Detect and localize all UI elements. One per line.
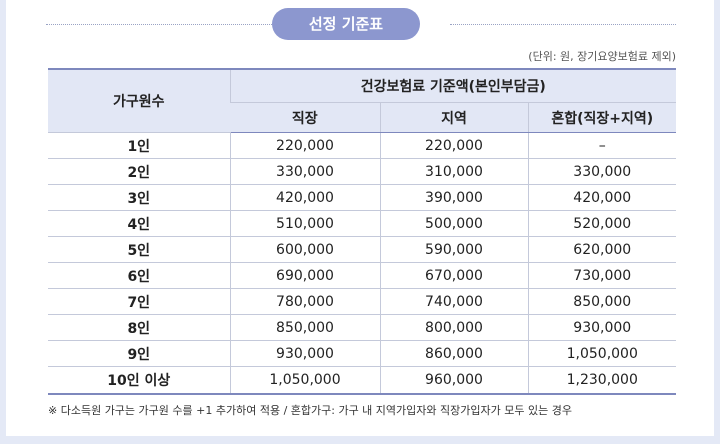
workplace-value-cell: 930,000 [229,340,380,367]
regional-value-cell: 740,000 [379,288,528,315]
regional-value-cell: 800,000 [379,314,528,341]
table-row: 1인 220,000 220,000 – [48,132,676,159]
criteria-table: 가구원수 건강보험료 기준액(본인부담금) 직장 지역 혼합(직장+지역) 1인… [48,68,676,395]
mixed-value-cell: – [527,132,676,159]
regional-value-cell: 310,000 [379,158,528,185]
unit-note: (단위: 원, 장기요양보험료 제외) [528,50,676,63]
workplace-value-cell: 850,000 [229,314,380,341]
household-size-cell: 4인 [48,210,230,237]
regional-value-cell: 670,000 [379,262,528,289]
title-row: 선정 기준표 [6,8,714,40]
column-header-workplace: 직장 [230,102,380,133]
household-size-header: 가구원수 [48,68,230,133]
mixed-value-cell: 1,050,000 [527,340,676,367]
household-size-cell: 9인 [48,340,230,367]
workplace-value-cell: 510,000 [229,210,380,237]
regional-value-cell: 860,000 [379,340,528,367]
table-row: 8인 850,000 800,000 930,000 [48,314,676,341]
household-size-cell: 7인 [48,288,230,315]
mixed-value-cell: 850,000 [527,288,676,315]
household-size-cell: 8인 [48,314,230,341]
table-row: 10인 이상 1,050,000 960,000 1,230,000 [48,366,676,395]
table-row: 4인 510,000 500,000 520,000 [48,210,676,237]
household-size-cell: 6인 [48,262,230,289]
mixed-value-cell: 1,230,000 [527,366,676,395]
regional-value-cell: 220,000 [379,132,528,159]
workplace-value-cell: 600,000 [229,236,380,263]
mixed-value-cell: 330,000 [527,158,676,185]
regional-value-cell: 960,000 [379,366,528,395]
household-size-cell: 1인 [48,132,230,159]
table-row: 6인 690,000 670,000 730,000 [48,262,676,289]
title-divider-right [450,24,676,25]
workplace-value-cell: 780,000 [229,288,380,315]
column-header-mixed: 혼합(직장+지역) [527,102,676,133]
title-divider-left [46,24,272,25]
content-card: 선정 기준표 (단위: 원, 장기요양보험료 제외) 가구원수 건강보험료 기준… [6,0,714,436]
table-row: 5인 600,000 590,000 620,000 [48,236,676,263]
regional-value-cell: 500,000 [379,210,528,237]
workplace-value-cell: 330,000 [229,158,380,185]
regional-value-cell: 390,000 [379,184,528,211]
household-size-cell: 2인 [48,158,230,185]
table-row: 3인 420,000 390,000 420,000 [48,184,676,211]
mixed-value-cell: 520,000 [527,210,676,237]
footnote: ※ 다소득원 가구는 가구원 수를 +1 추가하여 적용 / 혼합가구: 가구 … [48,404,572,417]
table-row: 2인 330,000 310,000 330,000 [48,158,676,185]
table-row: 9인 930,000 860,000 1,050,000 [48,340,676,367]
workplace-value-cell: 220,000 [229,132,380,159]
mixed-value-cell: 730,000 [527,262,676,289]
mixed-value-cell: 930,000 [527,314,676,341]
page-title: 선정 기준표 [272,8,420,40]
household-size-cell: 5인 [48,236,230,263]
workplace-value-cell: 690,000 [229,262,380,289]
table-row: 7인 780,000 740,000 850,000 [48,288,676,315]
mixed-value-cell: 620,000 [527,236,676,263]
workplace-value-cell: 1,050,000 [229,366,380,395]
mixed-value-cell: 420,000 [527,184,676,211]
household-size-cell: 10인 이상 [48,366,230,395]
premium-group-header: 건강보험료 기준액(본인부담금) [229,68,676,103]
regional-value-cell: 590,000 [379,236,528,263]
workplace-value-cell: 420,000 [229,184,380,211]
household-size-cell: 3인 [48,184,230,211]
column-header-regional: 지역 [379,102,528,133]
